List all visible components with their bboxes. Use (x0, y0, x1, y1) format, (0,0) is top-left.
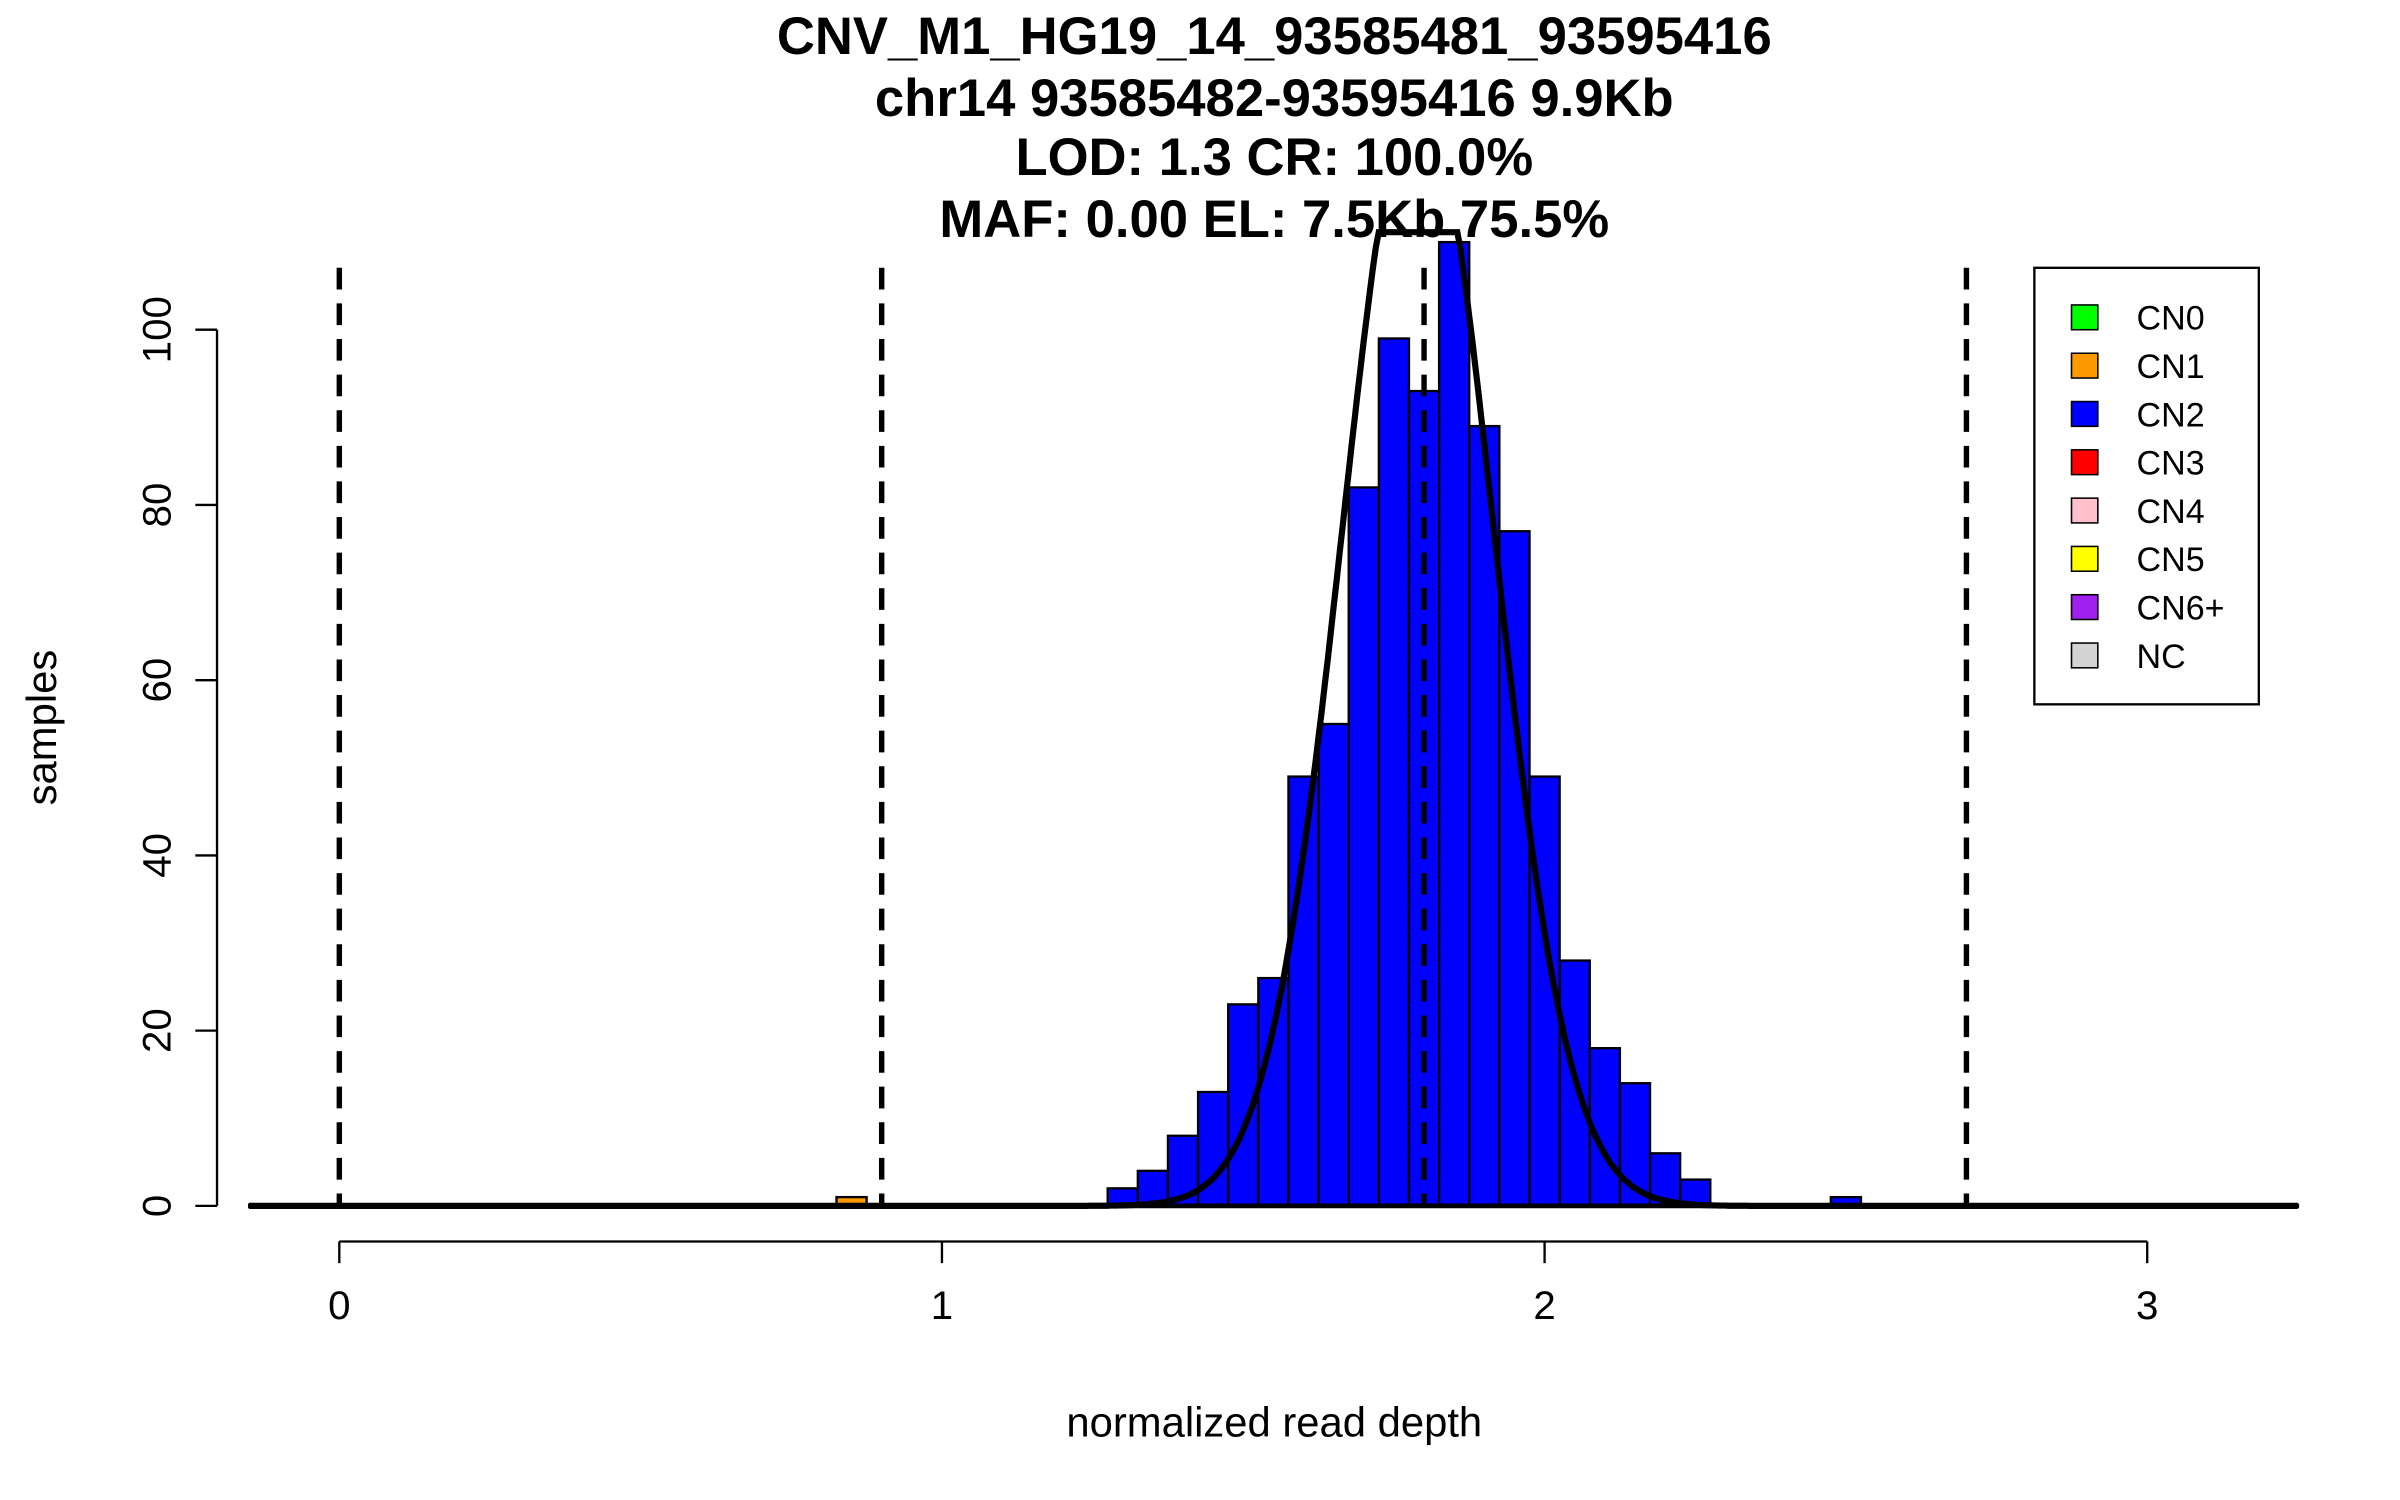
legend-label: CN1 (2137, 348, 2205, 386)
title-line-4: MAF: 0.00 EL: 7.5Kb 75.5% (939, 190, 1609, 249)
x-tick-label: 3 (2136, 1283, 2158, 1328)
legend-swatch (2070, 304, 2099, 331)
legend-swatch (2070, 593, 2099, 621)
title-line-3: LOD: 1.3 CR: 100.0% (1015, 128, 1533, 187)
legend-box (2033, 266, 2260, 706)
legend-swatch (2070, 545, 2099, 572)
legend-label: CN2 (2137, 396, 2205, 434)
legend-swatch (2070, 449, 2099, 476)
bars (835, 240, 1863, 1208)
legend-label: CN5 (2137, 541, 2205, 579)
legend-swatch (2070, 352, 2099, 379)
legend-swatch (2070, 497, 2099, 524)
histogram-bar (1257, 976, 1290, 1208)
legend-label: CN3 (2137, 445, 2205, 483)
x-tick-label: 0 (328, 1283, 350, 1328)
title-line-2: chr14 93585482-93595416 9.9Kb (875, 69, 1674, 128)
x-axis-label: normalized read depth (1066, 1399, 1482, 1446)
histogram-bar (1347, 486, 1381, 1208)
x-axis: 0 1 2 3 (328, 1240, 2158, 1328)
y-axis-label: samples (18, 650, 65, 806)
y-axis: 0 20 40 60 80 100 (135, 296, 219, 1217)
y-tick-label: 0 (135, 1195, 180, 1217)
legend-swatch (2070, 642, 2099, 669)
y-tick-label: 40 (135, 833, 180, 878)
x-tick-label: 2 (1533, 1283, 1555, 1328)
chart-title: CNV_M1_HG19_14_93585481_93595416 chr14 9… (777, 7, 1772, 249)
legend-label: CN0 (2137, 300, 2205, 338)
y-tick-label: 80 (135, 483, 180, 528)
legend: CN0 CN1 CN2 CN3 CN4 CN5 CN6+ NC (2033, 266, 2260, 706)
histogram-bar (1377, 337, 1411, 1208)
x-tick-label: 1 (931, 1283, 953, 1328)
histogram-bar (1317, 722, 1350, 1208)
y-tick-label: 100 (135, 296, 180, 363)
histogram-bar (1648, 1152, 1682, 1208)
y-tick-label: 60 (135, 658, 180, 703)
y-tick-label: 20 (135, 1008, 180, 1053)
legend-label: NC (2137, 638, 2186, 676)
legend-swatch (2070, 400, 2099, 428)
title-line-1: CNV_M1_HG19_14_93585481_93595416 (777, 7, 1772, 66)
histogram-bar (1437, 240, 1471, 1208)
legend-label: CN6+ (2137, 590, 2225, 628)
legend-label: CN4 (2137, 493, 2205, 531)
threshold-lines (336, 267, 1970, 1206)
histogram-bar (1407, 389, 1441, 1208)
